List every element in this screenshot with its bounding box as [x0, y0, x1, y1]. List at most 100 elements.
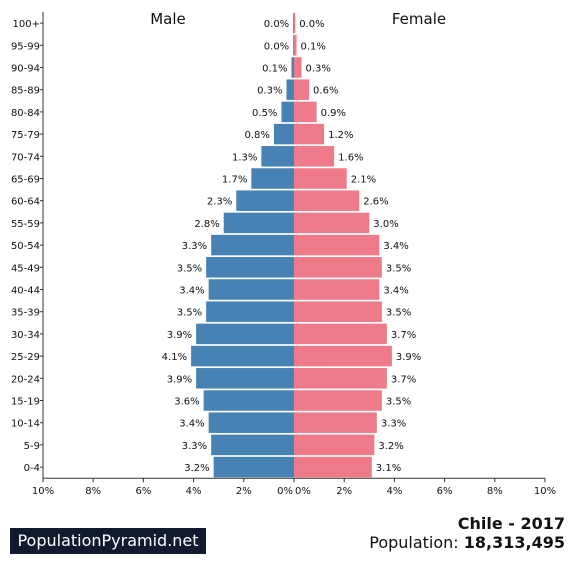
female-bar-65-69[interactable] [294, 168, 347, 189]
male-bar-50-54[interactable] [211, 234, 294, 256]
x-tick-label-female: 2% [336, 486, 352, 497]
female-value-label: 3.5% [386, 263, 411, 274]
age-group-label: 60-64 [11, 197, 40, 208]
female-bar-5-9[interactable] [294, 434, 375, 456]
age-group-label: 25-29 [11, 352, 40, 363]
age-group-label: 10-14 [11, 419, 40, 430]
female-value-label: 1.6% [338, 152, 363, 163]
male-bar-80-84[interactable] [281, 101, 294, 123]
x-tick-label-male: 8% [85, 486, 101, 497]
male-value-label: 3.9% [167, 374, 192, 385]
age-group-label: 15-19 [11, 397, 40, 408]
age-group-label: 20-24 [11, 374, 40, 385]
age-group-label: 85-89 [11, 86, 40, 97]
male-value-label: 3.6% [174, 397, 199, 408]
male-bar-20-24[interactable] [196, 368, 294, 389]
male-bar-75-79[interactable] [273, 123, 294, 145]
female-value-label: 0.3% [306, 64, 331, 75]
x-tick-label-male: 0% [277, 486, 293, 497]
female-bar-35-39[interactable] [294, 301, 382, 322]
brand-logo[interactable]: PopulationPyramid.net [10, 528, 206, 554]
male-bar-95-99[interactable] [293, 35, 294, 56]
female-value-label: 0.0% [299, 19, 324, 30]
male-value-label: 4.1% [162, 352, 187, 363]
male-bar-90-94[interactable] [291, 57, 294, 78]
female-value-label: 3.1% [376, 463, 401, 474]
female-bar-75-79[interactable] [294, 123, 325, 145]
male-bar-25-29[interactable] [191, 345, 294, 367]
male-value-label: 0.5% [252, 108, 277, 119]
country-year-title: Chile - 2017 [457, 514, 565, 533]
age-group-label: 0-4 [24, 463, 40, 474]
male-bar-5-9[interactable] [211, 434, 294, 456]
male-bar-100+[interactable] [293, 12, 294, 34]
female-bar-50-54[interactable] [294, 234, 380, 256]
male-bar-60-64[interactable] [236, 190, 294, 211]
female-value-label: 3.2% [378, 441, 403, 452]
male-value-label: 2.8% [194, 219, 219, 230]
female-bar-20-24[interactable] [294, 368, 387, 389]
female-bar-55-59[interactable] [294, 212, 370, 234]
age-group-label: 65-69 [11, 175, 40, 186]
age-group-label: 45-49 [11, 263, 40, 274]
female-value-label: 2.6% [363, 197, 388, 208]
male-value-label: 3.9% [167, 330, 192, 341]
female-bar-45-49[interactable] [294, 257, 382, 278]
male-value-label: 3.3% [182, 441, 207, 452]
female-value-label: 3.5% [386, 397, 411, 408]
male-bar-15-19[interactable] [203, 390, 294, 411]
age-group-label: 100+ [13, 19, 40, 30]
female-bar-40-44[interactable] [294, 279, 380, 300]
female-value-label: 3.3% [381, 419, 406, 430]
female-value-label: 3.7% [391, 374, 416, 385]
female-bar-95-99[interactable] [294, 35, 297, 56]
female-value-label: 3.9% [396, 352, 421, 363]
female-bar-80-84[interactable] [294, 101, 317, 123]
male-bar-0-4[interactable] [213, 456, 294, 478]
female-value-label: 0.1% [301, 41, 326, 52]
male-bar-45-49[interactable] [206, 257, 294, 278]
male-value-label: 3.2% [184, 463, 209, 474]
x-tick-label-male: 2% [236, 486, 252, 497]
female-bar-0-4[interactable] [294, 456, 372, 478]
female-bar-70-74[interactable] [294, 146, 335, 167]
male-value-label: 2.3% [207, 197, 232, 208]
population-pyramid-chart: 0.0% 0.0% 100+ 0.0% 0.1% 95-99 0.1% 0.3% 90-94 0.… [11, 10, 556, 497]
female-value-label: 0.9% [321, 108, 346, 119]
age-group-label: 90-94 [11, 64, 40, 75]
male-bar-35-39[interactable] [206, 301, 294, 322]
male-bar-55-59[interactable] [223, 212, 294, 234]
male-bar-40-44[interactable] [208, 279, 294, 300]
female-bar-30-34[interactable] [294, 323, 387, 345]
male-value-label: 3.4% [179, 286, 204, 297]
age-group-label: 55-59 [11, 219, 40, 230]
female-value-label: 1.2% [328, 130, 353, 141]
male-bar-70-74[interactable] [261, 146, 294, 167]
male-value-label: 1.3% [232, 152, 257, 163]
male-value-label: 3.5% [177, 263, 202, 274]
x-tick-label-female: 8% [487, 486, 503, 497]
age-group-label: 95-99 [11, 41, 40, 52]
female-bar-10-14[interactable] [294, 412, 377, 433]
female-bar-15-19[interactable] [294, 390, 382, 411]
x-tick-label-female: 10% [534, 486, 556, 497]
female-bar-60-64[interactable] [294, 190, 360, 211]
female-value-label: 3.0% [373, 219, 398, 230]
male-value-label: 1.7% [222, 175, 247, 186]
male-side-title: Male [150, 10, 186, 28]
female-bar-90-94[interactable] [294, 57, 302, 78]
male-bar-30-34[interactable] [196, 323, 294, 345]
female-value-label: 2.1% [351, 175, 376, 186]
male-value-label: 0.1% [262, 64, 287, 75]
age-group-label: 50-54 [11, 241, 40, 252]
male-bar-85-89[interactable] [286, 79, 294, 100]
male-bar-10-14[interactable] [208, 412, 294, 433]
female-bar-25-29[interactable] [294, 345, 392, 367]
female-bar-100+[interactable] [294, 12, 296, 34]
female-value-label: 3.5% [386, 308, 411, 319]
age-group-label: 70-74 [11, 152, 40, 163]
female-side-title: Female [392, 10, 446, 28]
male-bar-65-69[interactable] [251, 168, 294, 189]
age-group-label: 80-84 [11, 108, 40, 119]
female-bar-85-89[interactable] [294, 79, 310, 100]
